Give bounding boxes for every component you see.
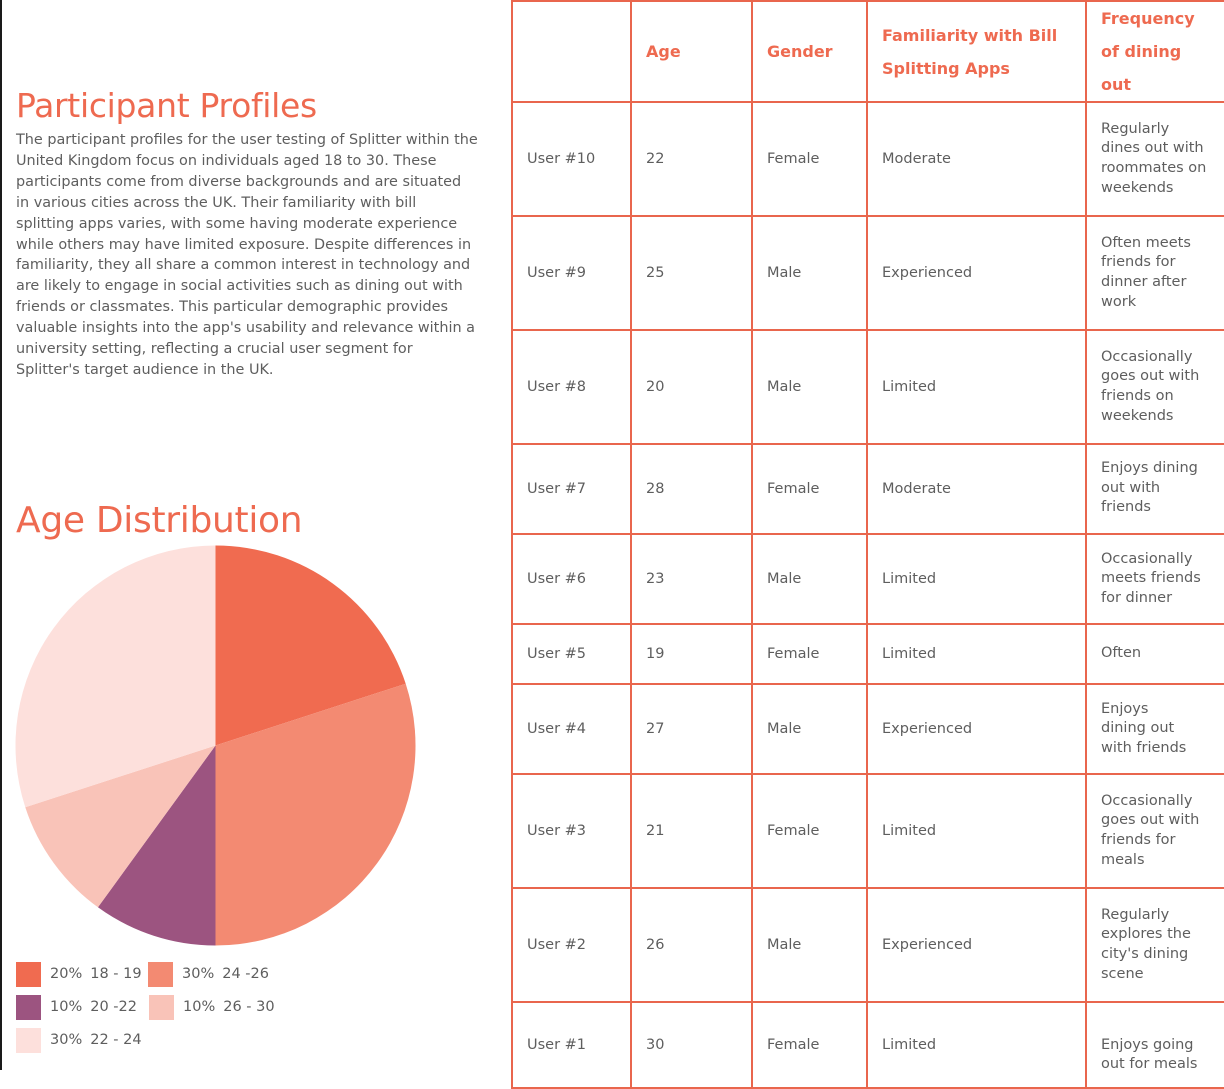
cell-frequency: Occasionally goes out with friends for m… [1085,773,1224,889]
legend-range: 24 -26 [222,966,269,982]
legend-item: 30% 22 - 24 [16,1023,142,1057]
page-edge [0,0,2,1070]
table-row: User #3 21 Female Limited Occasionally g… [511,773,1224,889]
cell-age: 19 [630,623,753,685]
cell-gender: Male [751,533,868,625]
cell-user: User #5 [511,623,632,685]
cell-age: 22 [630,101,753,217]
cell-age: 26 [630,887,753,1003]
cell-user: User #10 [511,101,632,217]
table-row: User #1 30 Female Limited Enjoys going o… [511,1001,1224,1089]
pie-slice-22-24 [15,545,216,808]
cell-frequency: Regularly explores the city's dining sce… [1085,887,1224,1003]
cell-familiarity: Limited [866,1001,1087,1089]
age-distribution-pie-chart [15,545,416,946]
table-header-row: Age Gender Familiarity with Bill Splitti… [511,0,1224,103]
table-row: User #9 25 Male Experienced Often meets … [511,215,1224,331]
header-familiarity: Familiarity with Bill Splitting Apps [866,0,1087,103]
cell-user: User #7 [511,443,632,535]
cell-user: User #6 [511,533,632,625]
cell-frequency: Occasionally meets friends for dinner [1085,533,1224,625]
cell-age: 20 [630,329,753,445]
cell-gender: Male [751,215,868,331]
table-row: User #10 22 Female Moderate Regularly di… [511,101,1224,217]
cell-gender: Male [751,887,868,1003]
pie-slice-18-19 [215,545,406,746]
legend-percent: 20% [50,966,83,982]
legend-percent: 10% [50,999,83,1015]
cell-age: 28 [630,443,753,535]
cell-gender: Female [751,623,868,685]
table-row: User #4 27 Male Experienced Enjoys dinin… [511,683,1224,775]
cell-frequency: Enjoys dining out with friends [1085,443,1224,535]
cell-frequency: Often [1085,623,1224,685]
table-row: User #8 20 Male Limited Occasionally goe… [511,329,1224,445]
legend-swatch [149,994,174,1020]
pie-slice-26-30 [25,745,216,908]
cell-frequency: Occasionally goes out with friends on we… [1085,329,1224,445]
participant-profiles-title: Participant Profiles [16,86,317,125]
legend-range: 22 - 24 [90,1032,142,1048]
table-row: User #5 19 Female Limited Often [511,623,1224,685]
cell-familiarity: Limited [866,329,1087,445]
legend-percent: 30% [182,966,215,982]
cell-age: 23 [630,533,753,625]
cell-user: User #1 [511,1001,632,1089]
cell-familiarity: Limited [866,773,1087,889]
legend-range: 26 - 30 [223,999,275,1015]
cell-frequency: Enjoys dining out with friends [1085,683,1224,775]
cell-familiarity: Limited [866,623,1087,685]
cell-familiarity: Experienced [866,887,1087,1003]
cell-familiarity: Moderate [866,443,1087,535]
table-row: User #7 28 Female Moderate Enjoys dining… [511,443,1224,535]
cell-user: User #8 [511,329,632,445]
table-row: User #2 26 Male Experienced Regularly ex… [511,887,1224,1003]
cell-age: 30 [630,1001,753,1089]
cell-age: 21 [630,773,753,889]
legend-swatch [16,961,41,987]
pie-slice-20-22 [97,745,216,946]
legend-range: 20 -22 [90,999,137,1015]
cell-frequency: Regularly dines out with roommates on we… [1085,101,1224,217]
participant-profiles-text: The participant profiles for the user te… [16,132,478,378]
header-age: Age [630,0,753,103]
pie-slice-24-26 [215,683,416,946]
cell-user: User #4 [511,683,632,775]
cell-user: User #9 [511,215,632,331]
header-frequency: Frequency of dining out [1085,0,1224,103]
cell-gender: Male [751,329,868,445]
cell-gender: Female [751,101,868,217]
cell-gender: Female [751,443,868,535]
legend-range: 18 - 19 [90,966,142,982]
cell-user: User #3 [511,773,632,889]
cell-familiarity: Experienced [866,215,1087,331]
legend-percent: 30% [50,1032,83,1048]
cell-familiarity: Experienced [866,683,1087,775]
age-distribution-title: Age Distribution [16,500,303,541]
legend-percent: 10% [183,999,216,1015]
cell-user: User #2 [511,887,632,1003]
legend-swatch [148,961,173,987]
legend-swatch [16,1027,41,1053]
legend-swatch [16,994,41,1020]
header-user [511,0,632,103]
cell-gender: Female [751,1001,868,1089]
cell-age: 27 [630,683,753,775]
legend-item: 30% 24 -26 [148,957,269,991]
legend-item: 10% 20 -22 [16,990,137,1024]
table-row: User #6 23 Male Limited Occasionally mee… [511,533,1224,625]
cell-age: 25 [630,215,753,331]
cell-gender: Female [751,773,868,889]
legend-item: 10% 26 - 30 [149,990,275,1024]
cell-familiarity: Limited [866,533,1087,625]
legend-item: 20% 18 - 19 [16,957,142,991]
cell-frequency: Enjoys going out for meals [1085,1001,1224,1089]
cell-familiarity: Moderate [866,101,1087,217]
cell-frequency: Often meets friends for dinner after wor… [1085,215,1224,331]
header-gender: Gender [751,0,868,103]
cell-gender: Male [751,683,868,775]
participant-table: Age Gender Familiarity with Bill Splitti… [511,0,1224,1089]
